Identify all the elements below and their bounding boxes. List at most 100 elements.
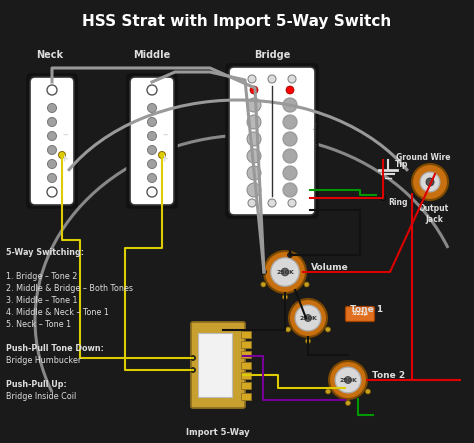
Circle shape [147, 132, 156, 140]
Circle shape [426, 178, 434, 186]
Circle shape [248, 199, 256, 207]
Circle shape [306, 338, 310, 343]
FancyBboxPatch shape [241, 361, 251, 369]
Circle shape [365, 389, 370, 394]
Circle shape [281, 268, 289, 276]
FancyBboxPatch shape [229, 67, 315, 215]
FancyBboxPatch shape [226, 64, 318, 218]
Text: 250K: 250K [339, 377, 357, 382]
Circle shape [285, 327, 291, 332]
Circle shape [283, 183, 297, 197]
Text: 3. Middle – Tone 1: 3. Middle – Tone 1 [6, 296, 78, 305]
Circle shape [304, 282, 309, 287]
Text: 250K: 250K [276, 269, 294, 275]
FancyBboxPatch shape [241, 341, 251, 348]
Text: Bridge Inside Coil: Bridge Inside Coil [6, 392, 76, 401]
FancyBboxPatch shape [130, 77, 174, 205]
Circle shape [147, 117, 156, 127]
Circle shape [268, 199, 276, 207]
FancyBboxPatch shape [127, 74, 177, 208]
Circle shape [345, 377, 351, 384]
Text: 5-Way Switching:: 5-Way Switching: [6, 248, 84, 257]
Text: Import 5-Way: Import 5-Way [186, 428, 250, 437]
Circle shape [47, 104, 56, 113]
Text: Push-Pull Tone Down:: Push-Pull Tone Down: [6, 344, 104, 353]
Text: Tone 1: Tone 1 [350, 306, 383, 315]
Circle shape [147, 104, 156, 113]
Circle shape [47, 187, 57, 197]
Circle shape [47, 132, 56, 140]
Text: Seymour Duncan: Seymour Duncan [312, 122, 316, 159]
Circle shape [326, 327, 330, 332]
Circle shape [420, 172, 440, 192]
Circle shape [288, 253, 292, 257]
Text: 5. Neck – Tone 1: 5. Neck – Tone 1 [6, 320, 71, 329]
Circle shape [271, 258, 299, 286]
Text: Tone 2: Tone 2 [372, 370, 405, 380]
FancyBboxPatch shape [30, 77, 74, 205]
Circle shape [147, 159, 156, 168]
Circle shape [335, 367, 361, 393]
Circle shape [283, 132, 297, 146]
Circle shape [248, 75, 256, 83]
Circle shape [147, 187, 157, 197]
Circle shape [247, 183, 261, 197]
Circle shape [191, 368, 195, 373]
FancyBboxPatch shape [198, 333, 232, 397]
FancyBboxPatch shape [346, 307, 374, 322]
Circle shape [381, 195, 385, 201]
Text: Volume: Volume [311, 263, 349, 272]
Circle shape [288, 75, 296, 83]
Circle shape [329, 361, 367, 399]
Circle shape [250, 86, 258, 94]
Circle shape [247, 98, 261, 112]
Circle shape [47, 159, 56, 168]
Circle shape [191, 355, 195, 361]
FancyBboxPatch shape [241, 382, 251, 389]
Circle shape [247, 115, 261, 129]
Circle shape [283, 166, 297, 180]
Circle shape [264, 251, 306, 293]
Text: Output
Jack: Output Jack [419, 204, 449, 224]
FancyBboxPatch shape [191, 322, 245, 408]
Circle shape [47, 145, 56, 155]
Circle shape [412, 164, 448, 200]
Circle shape [262, 269, 266, 275]
Circle shape [283, 149, 297, 163]
Text: Neck: Neck [36, 50, 64, 60]
Circle shape [47, 85, 57, 95]
Text: .022μ: .022μ [352, 311, 368, 316]
FancyBboxPatch shape [241, 392, 251, 400]
Circle shape [261, 282, 266, 287]
Text: +: + [60, 154, 70, 164]
Circle shape [147, 85, 157, 95]
Circle shape [295, 305, 321, 331]
Circle shape [305, 315, 311, 322]
Circle shape [47, 117, 56, 127]
Text: Ground Wire: Ground Wire [396, 152, 450, 162]
Circle shape [346, 400, 350, 405]
Circle shape [247, 149, 261, 163]
Text: Push-Pull Up:: Push-Pull Up: [6, 380, 67, 389]
Circle shape [147, 174, 156, 183]
Text: Bridge Humbucker: Bridge Humbucker [6, 356, 81, 365]
Text: 2. Middle & Bridge – Both Tones: 2. Middle & Bridge – Both Tones [6, 284, 133, 293]
Circle shape [283, 115, 297, 129]
Circle shape [247, 132, 261, 146]
Text: –: – [62, 130, 68, 140]
Text: Middle: Middle [133, 50, 171, 60]
Circle shape [58, 152, 65, 159]
Text: HSS Strat with Import 5-Way Switch: HSS Strat with Import 5-Way Switch [82, 14, 392, 29]
Text: +: + [160, 154, 170, 164]
Text: 4. Middle & Neck – Tone 1: 4. Middle & Neck – Tone 1 [6, 308, 109, 317]
Circle shape [147, 145, 156, 155]
FancyBboxPatch shape [241, 330, 251, 338]
Text: Bridge: Bridge [254, 50, 290, 60]
Circle shape [47, 174, 56, 183]
Text: Tip: Tip [394, 159, 408, 168]
FancyBboxPatch shape [27, 74, 77, 208]
FancyBboxPatch shape [241, 351, 251, 358]
Text: 1. Bridge – Tone 2: 1. Bridge – Tone 2 [6, 272, 77, 281]
Text: 250K: 250K [299, 315, 317, 320]
FancyBboxPatch shape [241, 372, 251, 379]
